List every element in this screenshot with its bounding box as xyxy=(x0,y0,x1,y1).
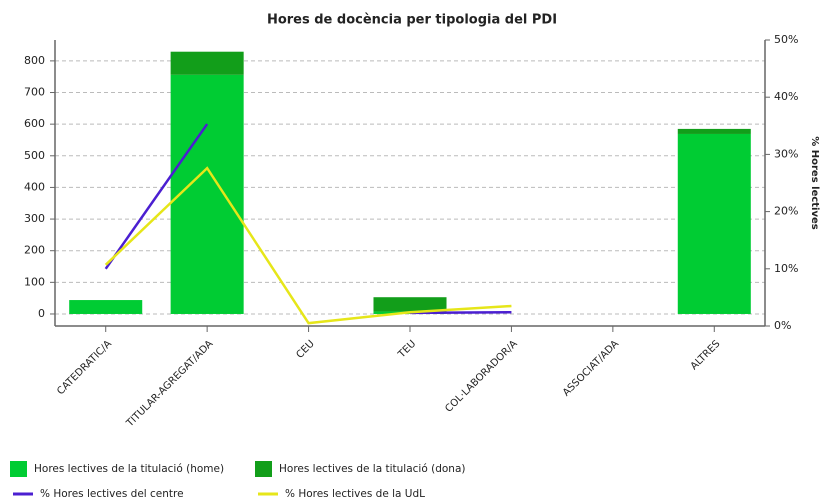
y2-axis-label: % Hores lectives xyxy=(809,136,820,230)
x-tick-label: ALTRES xyxy=(689,338,723,372)
chart-title: Hores de docència per tipologia del PDI xyxy=(267,13,557,28)
legend-label: Hores lectives de la titulació (dona) xyxy=(279,463,465,475)
bar xyxy=(170,74,244,314)
legend-label: % Hores lectives de la UdL xyxy=(285,488,425,500)
y-tick-label: 800 xyxy=(24,54,45,67)
legend-label: % Hores lectives del centre xyxy=(40,488,184,500)
x-tick-label: TITULAR-AGREGAT/ADA xyxy=(124,338,215,429)
bar xyxy=(677,133,751,314)
y2-tick-label: 0% xyxy=(774,319,791,332)
y-tick-label: 500 xyxy=(24,149,45,162)
x-tick-label: CEU xyxy=(294,338,316,360)
bar xyxy=(373,297,447,312)
line xyxy=(104,166,512,325)
legend-label: Hores lectives de la titulació (home) xyxy=(34,463,224,475)
legend-swatch xyxy=(10,461,27,477)
x-tick-label: ASSOCIAT/ADA xyxy=(561,338,621,398)
y-tick-label: 600 xyxy=(24,117,45,130)
line xyxy=(104,123,512,315)
y-tick-label: 100 xyxy=(24,275,45,288)
y-tick-label: 200 xyxy=(24,244,45,257)
y2-tick-label: 20% xyxy=(774,205,798,218)
bar xyxy=(170,51,244,75)
x-tick-label: CATEDRATIC/A xyxy=(55,338,114,397)
y-tick-label: 0 xyxy=(38,307,45,320)
bar xyxy=(69,300,143,314)
x-tick-label: COL·LABORADOR/A xyxy=(443,338,519,414)
y2-tick-label: 40% xyxy=(774,90,798,103)
y2-tick-label: 30% xyxy=(774,147,798,160)
y-tick-label: 400 xyxy=(24,180,45,193)
y-tick-label: 300 xyxy=(24,212,45,225)
x-tick-label: TEU xyxy=(396,338,418,360)
y-tick-label: 700 xyxy=(24,86,45,99)
y2-tick-label: 50% xyxy=(774,33,798,46)
legend-swatch xyxy=(255,461,272,477)
y2-tick-label: 10% xyxy=(774,262,798,275)
bar xyxy=(677,128,751,134)
